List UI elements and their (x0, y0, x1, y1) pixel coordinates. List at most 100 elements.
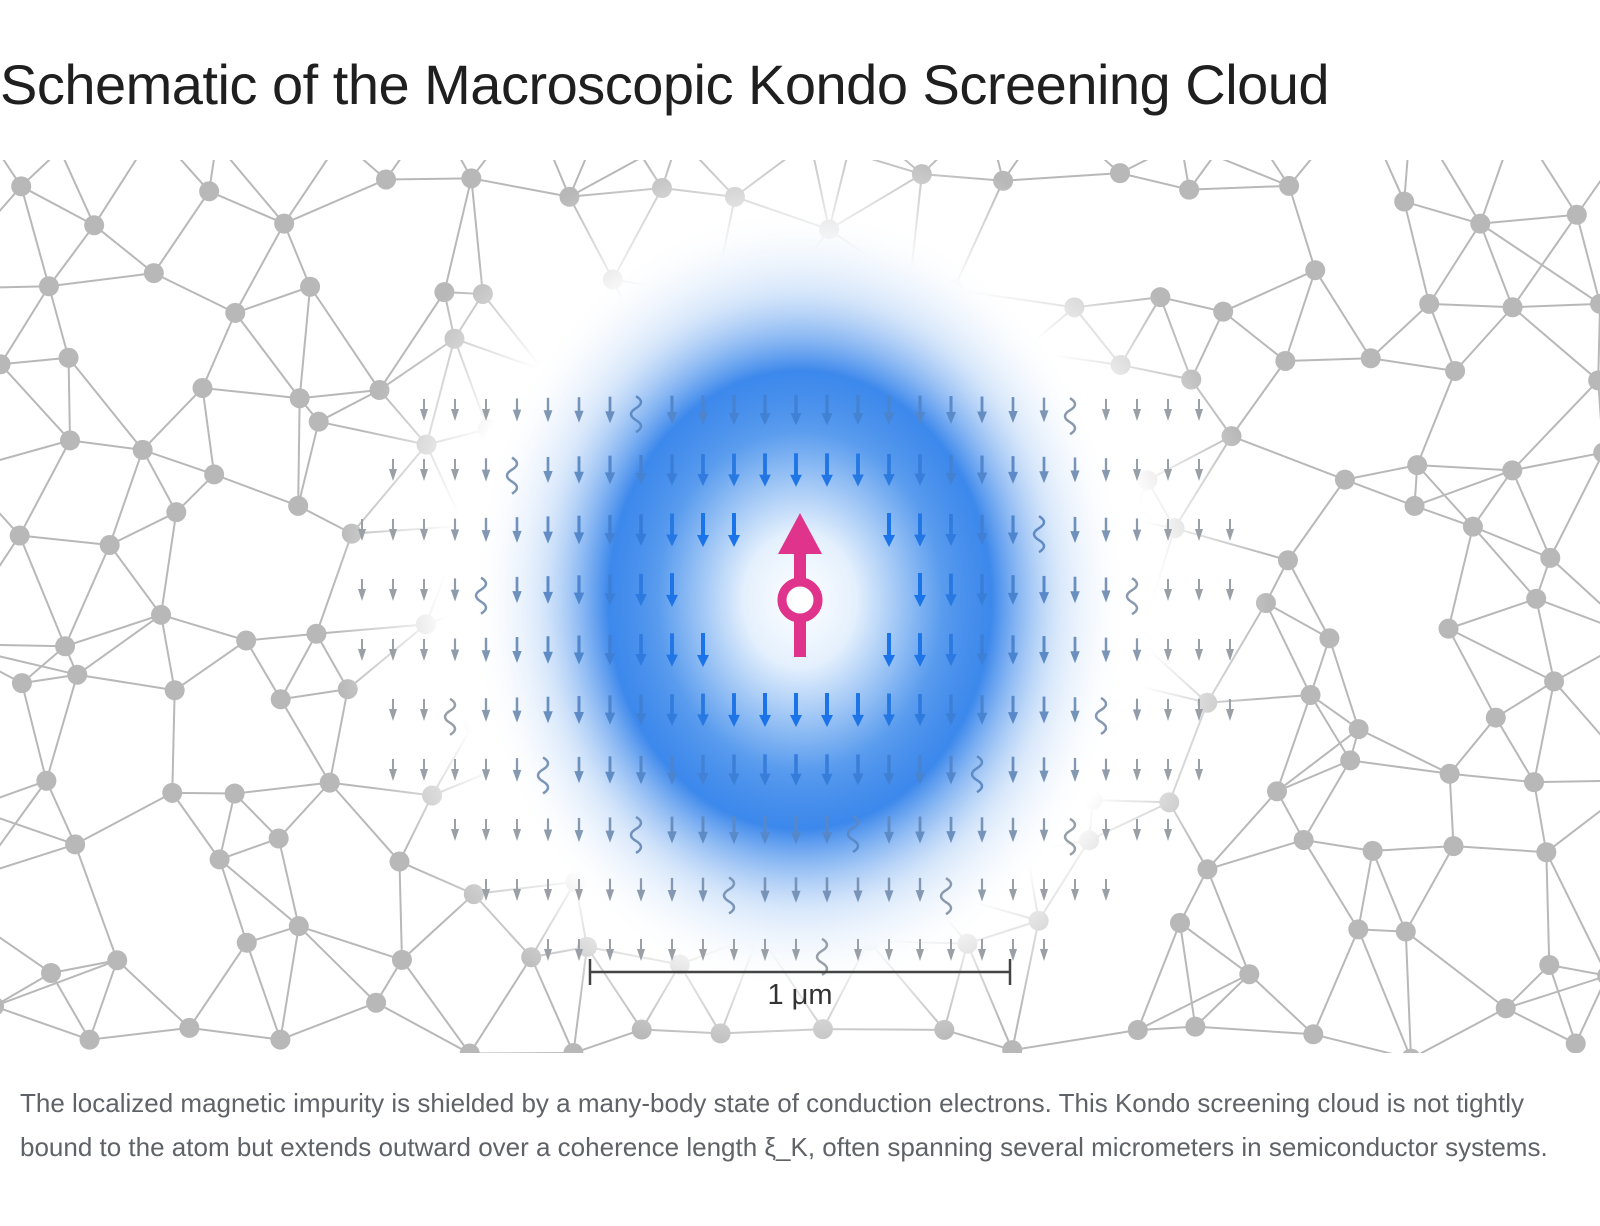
spin-down-arrow-icon (1195, 579, 1203, 601)
spin-down-arrow-icon (605, 878, 615, 902)
spin-down-arrow-icon (821, 453, 833, 487)
spin-down-arrow-icon (389, 699, 397, 721)
spin-down-arrow-icon (443, 697, 457, 736)
spin-down-arrow-icon (513, 819, 521, 841)
spin-down-arrow-icon (1070, 757, 1080, 783)
spin-down-arrow-icon (543, 818, 553, 842)
spin-down-arrow-icon (699, 939, 707, 961)
spin-down-arrow-icon (1007, 695, 1019, 725)
spin-down-arrow-icon (852, 394, 864, 426)
spin-down-arrow-icon (604, 634, 616, 666)
spin-down-arrow-icon (512, 636, 522, 664)
spin-down-arrow-icon (759, 693, 771, 727)
spin-down-arrow-icon (505, 456, 519, 495)
spin-down-arrow-icon (883, 633, 895, 667)
spin-down-arrow-icon (666, 573, 678, 607)
spin-down-arrow-icon (544, 879, 552, 901)
spin-down-arrow-icon (790, 453, 802, 487)
spin-down-arrow-icon (481, 698, 491, 722)
spin-down-arrow-icon (420, 579, 428, 601)
spin-down-arrow-icon (729, 938, 739, 962)
spin-down-arrow-icon (637, 939, 645, 961)
spin-down-arrow-icon (1133, 399, 1141, 421)
spin-down-arrow-icon (883, 693, 895, 727)
spin-down-arrow-icon (728, 453, 740, 487)
spin-down-arrow-icon (666, 633, 678, 667)
spin-down-arrow-icon (635, 634, 647, 666)
spin-down-arrow-icon (945, 755, 957, 785)
spin-down-arrow-icon (1039, 757, 1049, 783)
spin-down-arrow-icon (544, 939, 552, 961)
spin-down-arrow-icon (915, 877, 925, 903)
spin-down-arrow-icon (884, 877, 894, 903)
spin-down-arrow-icon (1039, 397, 1049, 423)
spin-down-arrow-icon (846, 814, 860, 854)
spin-down-arrow-icon (697, 754, 709, 786)
spin-down-arrow-icon (1226, 579, 1234, 601)
spin-down-arrow-icon (1101, 758, 1111, 782)
scale-bar-label: 1 μm (767, 979, 832, 1011)
spin-down-arrow-icon (977, 396, 987, 424)
spin-down-arrow-icon (451, 399, 459, 421)
spin-down-arrow-icon (605, 756, 615, 784)
spin-down-arrow-icon (636, 878, 646, 902)
spin-down-arrow-icon (946, 816, 956, 844)
spin-down-arrow-icon (666, 694, 678, 726)
spin-down-arrow-icon (512, 517, 522, 543)
spin-down-arrow-icon (573, 635, 585, 665)
spin-down-arrow-icon (914, 395, 926, 425)
spin-down-arrow-icon (1070, 576, 1080, 604)
spin-down-arrow-icon (574, 817, 584, 843)
spin-down-arrow-icon (1102, 879, 1110, 901)
spin-down-arrow-icon (914, 755, 926, 785)
spin-down-arrow-icon (759, 394, 771, 426)
spin-down-arrow-icon (945, 694, 957, 726)
spin-down-arrow-icon (666, 395, 678, 425)
spin-down-arrow-icon (450, 578, 460, 602)
spin-down-arrow-icon (945, 454, 957, 486)
spin-down-arrow-icon (420, 699, 428, 721)
spin-down-arrow-icon (574, 696, 584, 724)
spin-down-arrow-icon (791, 877, 801, 903)
page-title: Schematic of the Macroscopic Kondo Scree… (0, 53, 1330, 116)
spin-down-arrow-icon (635, 755, 647, 785)
spin-down-arrow-icon (1132, 458, 1142, 482)
spin-down-arrow-icon (790, 815, 802, 845)
spin-down-arrow-icon (1101, 458, 1111, 482)
spin-down-arrow-icon (358, 519, 366, 541)
spin-down-arrow-icon (1164, 699, 1172, 721)
spin-down-arrow-icon (821, 754, 833, 786)
spin-down-arrow-icon (420, 759, 428, 781)
spin-down-arrow-icon (1070, 636, 1080, 664)
spin-down-arrow-icon (420, 519, 428, 541)
spin-down-arrow-icon (728, 754, 740, 786)
spin-down-arrow-icon (822, 877, 832, 903)
spin-down-arrow-icon (939, 877, 953, 916)
spin-down-arrow-icon (635, 573, 647, 607)
spin-down-arrow-icon (512, 697, 522, 723)
spin-down-arrow-icon (790, 754, 802, 786)
spin-down-arrow-icon (945, 573, 957, 607)
spin-down-arrow-icon (1008, 817, 1018, 843)
spin-down-arrow-icon (666, 755, 678, 785)
spin-down-arrow-icon (1195, 699, 1203, 721)
spin-up-arrow-icon (778, 513, 822, 554)
spin-down-arrow-icon (976, 455, 988, 485)
spin-down-arrow-icon (760, 938, 770, 962)
scale-bar: 1 μm (588, 959, 1012, 1011)
spin-down-arrow-icon (667, 877, 677, 903)
spin-down-arrow-icon (543, 456, 553, 484)
spin-down-arrow-icon (698, 816, 708, 844)
spin-down-arrow-icon (729, 816, 739, 844)
spin-down-arrow-icon (976, 695, 988, 725)
spin-down-arrow-icon (759, 754, 771, 786)
spin-down-arrow-icon (1226, 519, 1234, 541)
spin-down-arrow-icon (1101, 398, 1111, 422)
spin-down-arrow-icon (1163, 578, 1173, 602)
spin-down-arrow-icon (1132, 518, 1142, 542)
spin-down-arrow-icon (914, 694, 926, 726)
spin-down-arrow-icon (667, 816, 677, 844)
spin-down-arrow-icon (976, 574, 988, 606)
impurity-atom (777, 577, 823, 623)
spin-down-arrow-icon (790, 693, 802, 727)
